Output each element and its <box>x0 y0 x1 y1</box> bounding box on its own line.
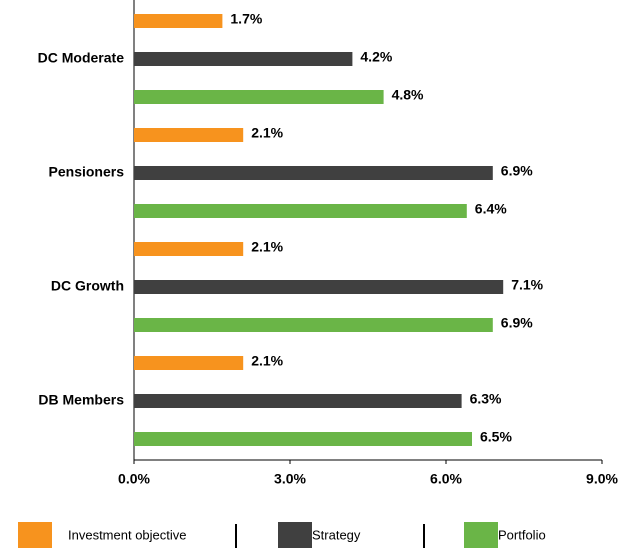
y-tick-label: DC Moderate <box>38 50 125 66</box>
legend-label: Investment objective <box>68 527 187 542</box>
value-label: 2.1% <box>251 353 283 369</box>
value-label: 2.1% <box>251 125 283 141</box>
legend-label: Portfolio <box>498 527 546 542</box>
bar <box>134 90 384 104</box>
value-label: 4.2% <box>360 49 392 65</box>
legend-swatch <box>464 522 498 548</box>
bar <box>134 432 472 446</box>
value-label: 1.7% <box>230 11 262 27</box>
bar <box>134 318 493 332</box>
value-label: 4.8% <box>392 87 424 103</box>
x-tick-label: 6.0% <box>430 471 462 487</box>
bar <box>134 394 462 408</box>
legend-swatch <box>278 522 312 548</box>
bar <box>134 356 244 370</box>
y-tick-label: Pensioners <box>49 164 125 180</box>
legend-label: Strategy <box>312 527 361 542</box>
value-label: 6.9% <box>501 315 533 331</box>
value-label: 7.1% <box>511 277 543 293</box>
value-label: 6.4% <box>475 201 507 217</box>
bar <box>134 166 493 180</box>
bar <box>134 52 353 66</box>
bar <box>134 204 467 218</box>
bar <box>134 128 244 142</box>
legend-swatch <box>18 522 52 548</box>
value-label: 6.5% <box>480 429 512 445</box>
bar <box>134 280 504 294</box>
x-tick-label: 3.0% <box>274 471 306 487</box>
y-tick-label: DB Members <box>38 392 124 408</box>
value-label: 6.9% <box>501 163 533 179</box>
bar <box>134 14 223 28</box>
value-label: 6.3% <box>470 391 502 407</box>
x-tick-label: 9.0% <box>586 471 618 487</box>
bar <box>134 242 244 256</box>
value-label: 2.1% <box>251 239 283 255</box>
x-tick-label: 0.0% <box>118 471 150 487</box>
y-tick-label: DC Growth <box>51 278 124 294</box>
